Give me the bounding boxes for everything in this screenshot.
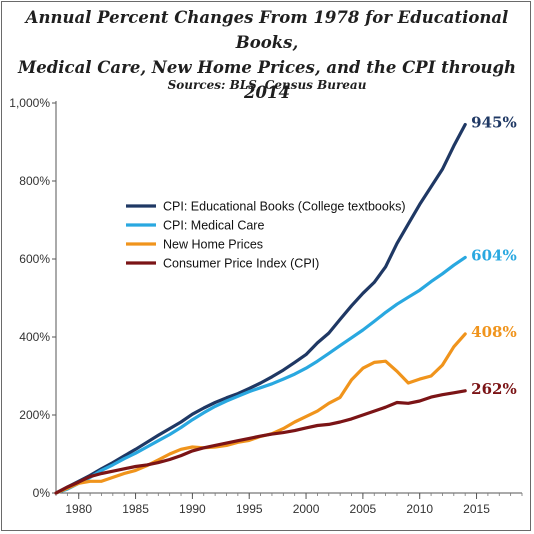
series-line-4	[54, 389, 467, 495]
x-tick-label: 2005	[350, 502, 377, 516]
y-tick-label: 800%	[19, 174, 50, 188]
y-tick-label: 1,000%	[9, 96, 50, 110]
legend-entry: CPI: Educational Books (College textbook…	[163, 200, 406, 214]
series-end-label: 262%	[471, 380, 517, 398]
y-tick-label: 400%	[19, 330, 50, 344]
series-line-1	[54, 122, 467, 495]
x-tick-label: 2015	[463, 502, 490, 516]
x-tick-label: 2000	[293, 502, 320, 516]
chart-title-line-2: Medical Care, New Home Prices, and the C…	[17, 58, 516, 102]
series-line-2	[54, 255, 467, 495]
y-tick-label: 600%	[19, 252, 50, 266]
x-tick-label: 1980	[65, 502, 92, 516]
legend-entry: New Home Prices	[163, 238, 263, 252]
x-tick-label: 1995	[236, 502, 263, 516]
chart-subtitle: Sources: BLS, Census Bureau	[167, 78, 367, 92]
chart-title: Annual Percent Changes From 1978 for Edu…	[0, 5, 534, 105]
legend-entry: CPI: Medical Care	[163, 219, 264, 233]
series-end-label: 945%	[471, 113, 517, 131]
x-tick-label: 2010	[406, 502, 433, 516]
y-tick-label: 0%	[33, 486, 51, 500]
legend-entry: Consumer Price Index (CPI)	[163, 257, 319, 271]
x-tick-label: 1990	[179, 502, 206, 516]
x-tick-label: 1985	[122, 502, 149, 516]
series-end-label: 604%	[471, 246, 517, 264]
y-tick-label: 200%	[19, 408, 50, 422]
chart-title-line-1: Annual Percent Changes From 1978 for Edu…	[25, 8, 509, 52]
series-end-label: 408%	[471, 323, 517, 341]
